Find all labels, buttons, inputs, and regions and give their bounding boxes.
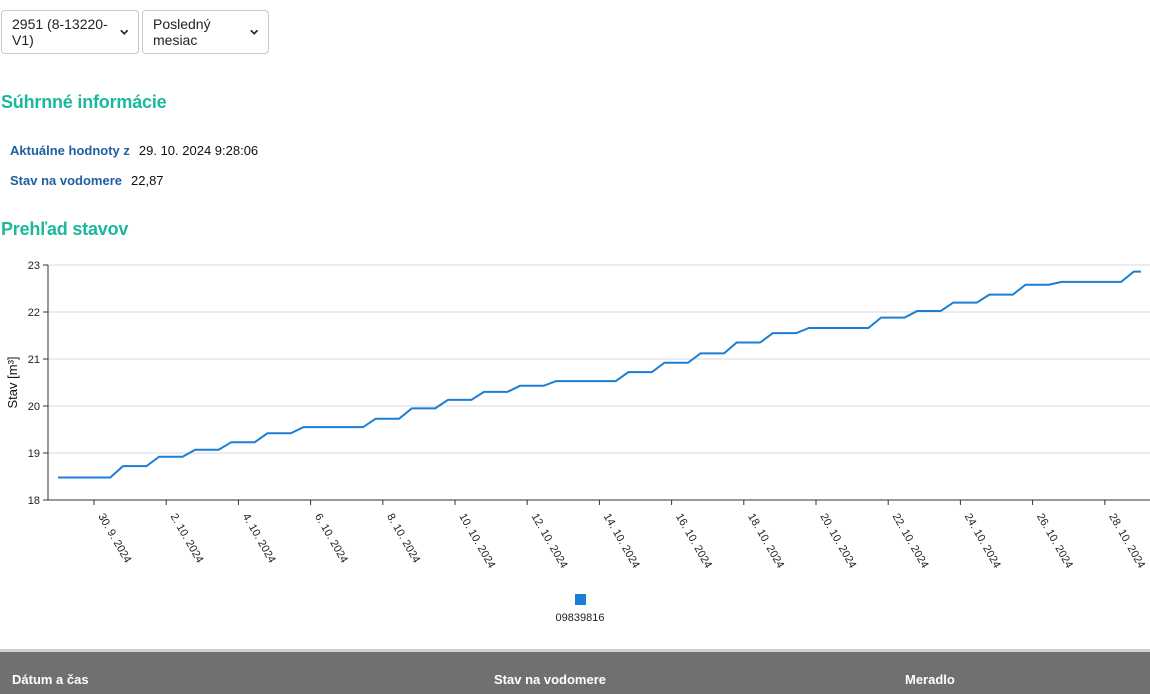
series-line bbox=[58, 270, 1141, 479]
y-tick-label: 19 bbox=[28, 448, 40, 460]
x-tick-label: 18. 10. 2024 bbox=[745, 512, 786, 571]
y-tick-label: 20 bbox=[28, 401, 40, 413]
legend-series-name: 09839816 bbox=[555, 612, 605, 624]
meter-reading-row: Stav na vodomere 22,87 bbox=[10, 173, 164, 188]
x-tick-label: 14. 10. 2024 bbox=[601, 512, 642, 571]
x-tick-label: 16. 10. 2024 bbox=[673, 512, 714, 571]
device-select[interactable]: 2951 (8-13220-V1) bbox=[1, 10, 139, 54]
x-tick-label: 22. 10. 2024 bbox=[890, 512, 931, 571]
column-header-datetime[interactable]: Dátum a čas bbox=[12, 672, 89, 687]
chevron-down-icon bbox=[119, 29, 128, 35]
device-select-value: 2951 (8-13220-V1) bbox=[12, 16, 108, 48]
y-tick-label: 21 bbox=[28, 354, 40, 366]
y-tick-label: 23 bbox=[28, 260, 40, 272]
x-tick-label: 24. 10. 2024 bbox=[962, 512, 1003, 571]
x-tick-label: 20. 10. 2024 bbox=[817, 512, 858, 571]
period-select[interactable]: Posledný mesiac bbox=[142, 10, 269, 54]
readings-table-header: Dátum a čas Stav na vodomere Meradlo bbox=[0, 649, 1150, 694]
chevron-down-icon bbox=[249, 29, 258, 35]
current-values-timestamp: 29. 10. 2024 9:28:06 bbox=[138, 143, 259, 158]
x-tick-label: 8. 10. 2024 bbox=[384, 512, 422, 566]
y-axis-label: Stav [m³] bbox=[5, 356, 20, 408]
x-tick-label: 6. 10. 2024 bbox=[312, 512, 350, 566]
y-tick-label: 18 bbox=[28, 495, 40, 507]
x-tick-label: 28. 10. 2024 bbox=[1106, 512, 1147, 571]
x-tick-label: 30. 9. 2024 bbox=[95, 512, 133, 566]
meter-reading-value: 22,87 bbox=[131, 173, 164, 188]
column-header-meter[interactable]: Meradlo bbox=[905, 672, 955, 687]
x-tick-label: 10. 10. 2024 bbox=[456, 512, 497, 571]
current-values-row: Aktuálne hodnoty z 29. 10. 2024 9:28:06 bbox=[10, 143, 258, 158]
chart-legend[interactable]: 09839816 bbox=[540, 592, 620, 624]
period-select-value: Posledný mesiac bbox=[153, 16, 211, 48]
overview-title: Prehľad stavov bbox=[1, 219, 129, 239]
summary-title: Súhrnné informácie bbox=[1, 92, 167, 112]
column-header-meter-reading[interactable]: Stav na vodomere bbox=[494, 672, 606, 687]
consumption-chart: 18 19 20 21 22 23 Stav [m³] 30. 9. 2024 2. 10. 2… bbox=[5, 260, 1150, 571]
x-tick-label: 4. 10. 2024 bbox=[240, 512, 278, 566]
x-tick-label: 2. 10. 2024 bbox=[168, 512, 206, 566]
filter-bar: 2951 (8-13220-V1) Posledný mesiac bbox=[1, 10, 269, 54]
x-tick-label: 26. 10. 2024 bbox=[1034, 512, 1075, 571]
current-values-label: Aktuálne hodnoty z bbox=[10, 143, 130, 158]
y-tick-label: 22 bbox=[28, 307, 40, 319]
meter-reading-label: Stav na vodomere bbox=[10, 173, 122, 188]
legend-swatch bbox=[574, 594, 586, 605]
x-tick-label: 12. 10. 2024 bbox=[529, 512, 570, 571]
